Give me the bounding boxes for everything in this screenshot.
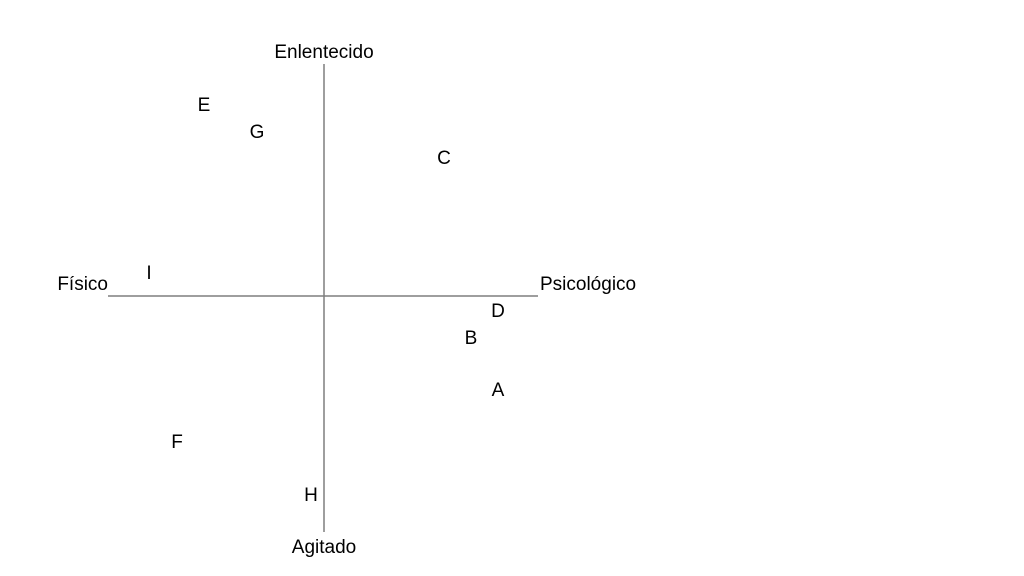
axis-label-top: Enlentecido [274, 42, 373, 63]
point-label-f: F [171, 432, 183, 453]
axis-label-bottom: Agitado [292, 537, 356, 558]
axis-label-left: Físico [57, 274, 108, 295]
point-label-i: I [146, 263, 151, 284]
point-label-d: D [491, 301, 505, 322]
point-label-c: C [437, 148, 451, 169]
point-label-b: B [465, 328, 478, 349]
point-label-h: H [304, 485, 318, 506]
point-label-a: A [492, 380, 505, 401]
point-label-e: E [198, 95, 211, 116]
axis-label-right: Psicológico [540, 274, 636, 295]
point-label-g: G [250, 122, 265, 143]
